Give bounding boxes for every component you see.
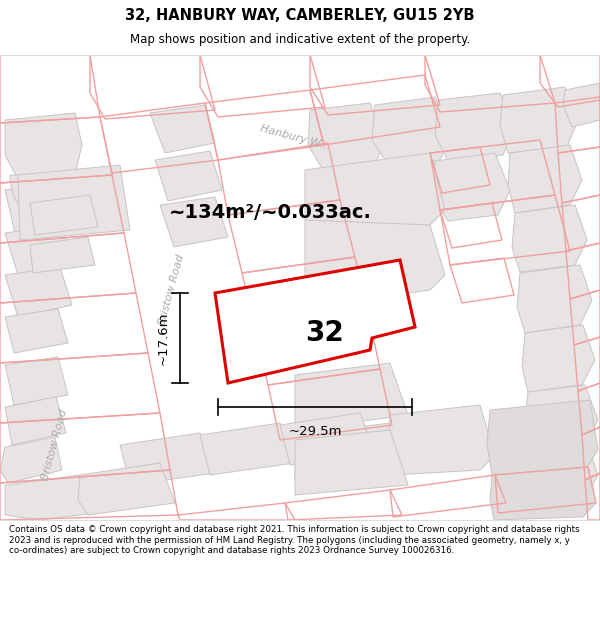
Text: ~29.5m: ~29.5m [288, 425, 342, 438]
Text: Bristow Road: Bristow Road [158, 253, 187, 327]
Wedge shape [10, 175, 120, 230]
Polygon shape [295, 423, 408, 480]
Polygon shape [512, 205, 587, 272]
Polygon shape [295, 363, 408, 430]
Polygon shape [0, 437, 62, 483]
Polygon shape [18, 165, 130, 240]
Polygon shape [305, 153, 445, 233]
Text: ~134m²/~0.033ac.: ~134m²/~0.033ac. [169, 204, 371, 222]
Polygon shape [5, 225, 74, 275]
Polygon shape [215, 260, 415, 383]
Polygon shape [563, 83, 600, 127]
Polygon shape [120, 433, 215, 485]
Polygon shape [370, 159, 447, 227]
Polygon shape [372, 97, 452, 167]
Polygon shape [160, 197, 228, 247]
Text: Bristow Road: Bristow Road [41, 408, 70, 482]
Polygon shape [388, 405, 495, 475]
Polygon shape [308, 103, 385, 173]
Polygon shape [30, 195, 98, 235]
Polygon shape [508, 145, 582, 213]
Polygon shape [5, 113, 82, 183]
Polygon shape [78, 463, 175, 515]
Text: 32: 32 [305, 319, 344, 347]
Polygon shape [5, 357, 68, 405]
Polygon shape [490, 467, 596, 520]
Text: 32, HANBURY WAY, CAMBERLEY, GU15 2YB: 32, HANBURY WAY, CAMBERLEY, GU15 2YB [125, 8, 475, 23]
Polygon shape [524, 385, 598, 451]
Polygon shape [30, 237, 95, 273]
Polygon shape [295, 430, 408, 495]
Polygon shape [435, 93, 515, 161]
Polygon shape [522, 325, 595, 392]
Polygon shape [200, 423, 295, 475]
Polygon shape [5, 267, 72, 317]
Polygon shape [5, 183, 72, 233]
Polygon shape [517, 265, 592, 333]
Polygon shape [500, 87, 578, 153]
Text: Hanbury W...: Hanbury W... [259, 123, 331, 151]
Polygon shape [5, 475, 95, 520]
Polygon shape [280, 413, 375, 465]
Polygon shape [5, 397, 66, 445]
Polygon shape [155, 151, 222, 201]
Text: Contains OS data © Crown copyright and database right 2021. This information is : Contains OS data © Crown copyright and d… [9, 525, 580, 555]
Polygon shape [150, 105, 215, 153]
Text: ~17.6m: ~17.6m [157, 311, 170, 365]
Polygon shape [305, 220, 445, 297]
Text: Map shows position and indicative extent of the property.: Map shows position and indicative extent… [130, 33, 470, 46]
Polygon shape [308, 165, 383, 235]
Polygon shape [5, 309, 68, 353]
Polygon shape [487, 400, 598, 475]
Polygon shape [526, 443, 598, 505]
Polygon shape [433, 153, 510, 221]
